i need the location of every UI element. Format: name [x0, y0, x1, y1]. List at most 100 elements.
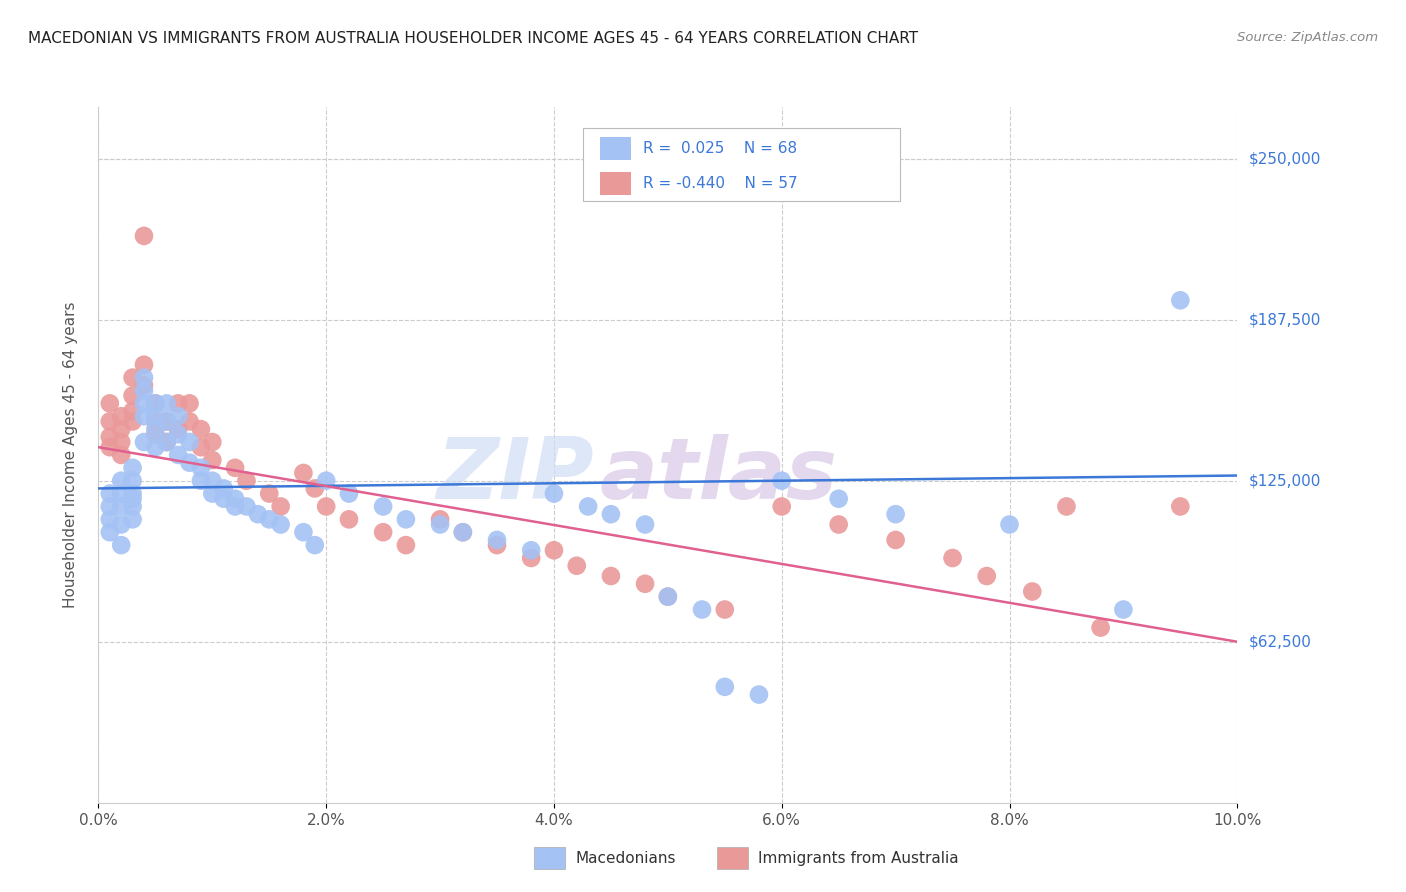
Point — [201, 474, 224, 488]
Point — [121, 414, 143, 428]
Point — [657, 590, 679, 604]
Point — [167, 427, 190, 442]
Point — [259, 486, 281, 500]
Point — [998, 517, 1021, 532]
Point — [132, 435, 155, 450]
Point — [110, 538, 132, 552]
Point — [110, 474, 132, 488]
Point — [121, 370, 143, 384]
Point — [576, 500, 599, 514]
Point — [179, 435, 201, 450]
Point — [942, 551, 965, 566]
Point — [270, 517, 292, 532]
Point — [110, 500, 132, 514]
Text: Source: ZipAtlas.com: Source: ZipAtlas.com — [1237, 31, 1378, 45]
Point — [156, 435, 179, 450]
Point — [451, 525, 474, 540]
Point — [1112, 602, 1135, 616]
Text: ZIP: ZIP — [436, 434, 593, 517]
Point — [1021, 584, 1043, 599]
Point — [145, 440, 167, 454]
Point — [132, 384, 155, 398]
Point — [179, 414, 201, 428]
Point — [246, 507, 269, 521]
Point — [132, 370, 155, 384]
Point — [98, 396, 121, 410]
Point — [486, 533, 509, 547]
Text: $62,500: $62,500 — [1249, 634, 1312, 649]
Point — [98, 500, 121, 514]
Point — [1170, 293, 1192, 308]
Point — [121, 486, 143, 500]
Point — [121, 460, 143, 475]
Point — [315, 500, 337, 514]
Point — [486, 538, 509, 552]
Point — [690, 602, 713, 616]
Point — [304, 538, 326, 552]
Point — [714, 602, 737, 616]
Point — [132, 409, 155, 424]
Point — [884, 507, 907, 521]
Point — [110, 409, 132, 424]
Point — [110, 422, 132, 436]
Point — [110, 517, 132, 532]
Point — [145, 396, 167, 410]
Point — [292, 466, 315, 480]
Text: Macedonians: Macedonians — [575, 851, 675, 865]
Point — [190, 422, 212, 436]
Point — [145, 427, 167, 442]
Point — [976, 569, 998, 583]
Text: atlas: atlas — [599, 434, 838, 517]
Point — [1170, 500, 1192, 514]
Point — [828, 491, 851, 506]
Point — [337, 512, 360, 526]
Point — [190, 460, 212, 475]
Point — [190, 474, 212, 488]
Point — [201, 435, 224, 450]
Point — [634, 576, 657, 591]
Point — [714, 680, 737, 694]
Point — [429, 512, 451, 526]
Point — [167, 422, 190, 436]
Point — [1056, 500, 1078, 514]
Point — [770, 474, 793, 488]
Text: R = -0.440    N = 57: R = -0.440 N = 57 — [643, 176, 797, 191]
Point — [270, 500, 292, 514]
Point — [520, 543, 543, 558]
Point — [451, 525, 474, 540]
Point — [132, 396, 155, 410]
Point — [98, 430, 121, 444]
Point — [98, 525, 121, 540]
Y-axis label: Householder Income Ages 45 - 64 years: Householder Income Ages 45 - 64 years — [63, 301, 77, 608]
Point — [884, 533, 907, 547]
Point — [828, 517, 851, 532]
Point — [634, 517, 657, 532]
Point — [121, 389, 143, 403]
Text: $125,000: $125,000 — [1249, 473, 1320, 488]
Point — [156, 396, 179, 410]
Point — [145, 422, 167, 436]
Point — [429, 517, 451, 532]
Point — [98, 486, 121, 500]
Point — [235, 500, 257, 514]
Point — [121, 404, 143, 418]
Point — [520, 551, 543, 566]
Point — [132, 228, 155, 243]
Point — [1090, 621, 1112, 635]
Point — [224, 460, 246, 475]
Point — [543, 543, 565, 558]
Text: MACEDONIAN VS IMMIGRANTS FROM AUSTRALIA HOUSEHOLDER INCOME AGES 45 - 64 YEARS CO: MACEDONIAN VS IMMIGRANTS FROM AUSTRALIA … — [28, 31, 918, 46]
Point — [373, 525, 395, 540]
Point — [156, 435, 179, 450]
Point — [98, 414, 121, 428]
Point — [543, 486, 565, 500]
Point — [145, 396, 167, 410]
Point — [110, 435, 132, 450]
Point — [179, 456, 201, 470]
Point — [212, 482, 235, 496]
Point — [167, 396, 190, 410]
Point — [121, 474, 143, 488]
Point — [167, 448, 190, 462]
Point — [304, 482, 326, 496]
Point — [292, 525, 315, 540]
